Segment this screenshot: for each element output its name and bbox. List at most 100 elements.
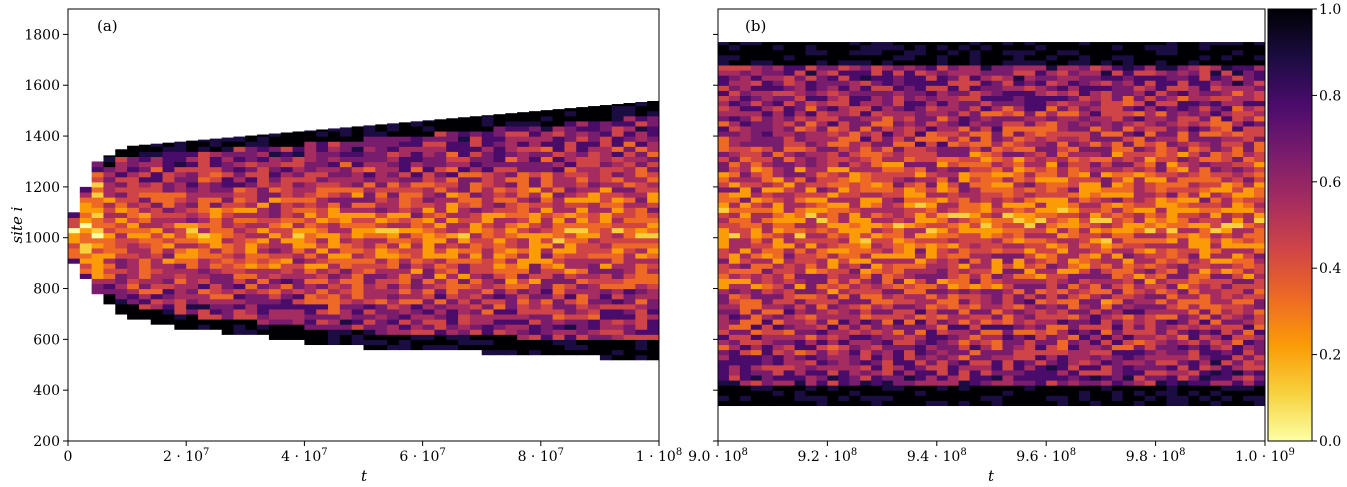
heatmap-cell: [925, 380, 938, 386]
heatmap-cell: [127, 217, 140, 224]
heatmap-cell: [1057, 364, 1069, 371]
heatmap-cell: [925, 44, 938, 51]
heatmap-cell: [1122, 156, 1135, 163]
heatmap-cell: [750, 95, 763, 102]
heatmap-cell: [718, 288, 730, 295]
heatmap-cell: [849, 115, 861, 122]
heatmap-cell: [351, 252, 365, 259]
heatmap-cell: [1079, 217, 1091, 224]
heatmap-cell: [398, 136, 412, 142]
heatmap-cell: [1068, 374, 1080, 381]
heatmap-cell: [1013, 313, 1025, 320]
heatmap-cell: [1089, 334, 1102, 340]
heatmap-cell: [91, 273, 105, 279]
heatmap-cell: [150, 156, 164, 163]
heatmap-cell: [1100, 308, 1113, 315]
heatmap-cell: [1089, 59, 1102, 66]
heatmap-cell: [363, 334, 376, 340]
heatmap-cell: [1035, 115, 1047, 122]
heatmap-cell: [387, 334, 400, 340]
heatmap-cell: [103, 263, 116, 269]
heatmap-cell: [882, 141, 894, 147]
heatmap-cell: [493, 313, 506, 320]
heatmap-cell: [750, 313, 763, 320]
heatmap-cell: [827, 115, 839, 122]
heatmap-cell: [980, 232, 993, 239]
heatmap-cell: [1057, 110, 1069, 117]
heatmap-cell: [635, 247, 648, 254]
heatmap-cell: [552, 166, 566, 173]
heatmap-cell: [794, 146, 807, 152]
heatmap-cell: [805, 369, 818, 376]
heatmap-cell: [914, 268, 927, 274]
heatmap-cell: [517, 232, 530, 239]
heatmap-cell: [422, 125, 436, 132]
heatmap-cell: [893, 237, 905, 244]
heatmap-cell: [947, 329, 960, 335]
heatmap-cell: [280, 227, 294, 234]
heatmap-cell: [783, 258, 796, 264]
heatmap-cell: [958, 75, 971, 81]
heatmap-cell: [434, 237, 447, 244]
heatmap-cell: [316, 334, 329, 340]
heatmap-cell: [827, 237, 839, 244]
heatmap-cell: [635, 349, 648, 356]
heatmap-cell: [410, 121, 424, 127]
heatmap-cell: [969, 80, 982, 86]
heatmap-cell: [564, 141, 577, 147]
heatmap-cell: [969, 85, 982, 91]
heatmap-cell: [750, 156, 763, 163]
heatmap-cell: [1079, 324, 1091, 330]
heatmap-cell: [351, 197, 365, 203]
heatmap-cell: [805, 120, 818, 127]
heatmap-cell: [925, 329, 938, 335]
heatmap-cell: [481, 186, 495, 193]
heatmap-cell: [1013, 95, 1025, 102]
heatmap-cell: [304, 242, 317, 249]
heatmap-cell: [739, 308, 752, 315]
heatmap-cell: [268, 232, 282, 239]
heatmap-cell: [103, 155, 116, 157]
heatmap-cell: [1057, 125, 1069, 132]
heatmap-cell: [599, 349, 613, 356]
heatmap-cell: [398, 141, 412, 147]
heatmap-cell: [761, 64, 774, 71]
heatmap-cell: [127, 222, 140, 229]
heatmap-cell: [1100, 136, 1113, 142]
heatmap-cell: [198, 278, 211, 285]
heatmap-cell: [375, 141, 388, 147]
heatmap-cell: [1057, 207, 1069, 213]
heatmap-cell: [761, 49, 774, 56]
heatmap-cell: [914, 141, 927, 147]
heatmap-cell: [893, 130, 905, 137]
heatmap-cell: [493, 283, 506, 290]
heatmap-cell: [552, 308, 566, 315]
heatmap-cell: [304, 202, 317, 208]
heatmap-cell: [434, 130, 447, 137]
heatmap-cell: [103, 242, 116, 249]
heatmap-cell: [761, 339, 774, 346]
heatmap-cell: [871, 171, 883, 178]
heatmap-cell: [458, 181, 471, 188]
heatmap-cell: [816, 374, 828, 381]
heatmap-cell: [79, 197, 93, 203]
heatmap-cell: [1002, 258, 1014, 264]
heatmap-cell: [838, 288, 850, 295]
heatmap-cell: [198, 171, 211, 178]
heatmap-cell: [363, 252, 376, 259]
heatmap-cell: [174, 303, 187, 310]
heatmap-cell: [1046, 191, 1058, 198]
heatmap-cell: [174, 197, 187, 203]
heatmap-cell: [552, 273, 566, 279]
heatmap-cell: [728, 344, 741, 351]
heatmap-cell: [576, 120, 589, 127]
heatmap-cell: [805, 390, 818, 396]
heatmap-cell: [398, 247, 412, 254]
heatmap-cell: [914, 197, 927, 203]
heatmap-cell: [493, 319, 506, 325]
heatmap-cell: [292, 283, 305, 290]
heatmap-cell: [903, 156, 916, 163]
heatmap-cell: [728, 380, 741, 386]
y-tick-label: 200: [33, 434, 60, 450]
heatmap-cell: [728, 186, 741, 193]
